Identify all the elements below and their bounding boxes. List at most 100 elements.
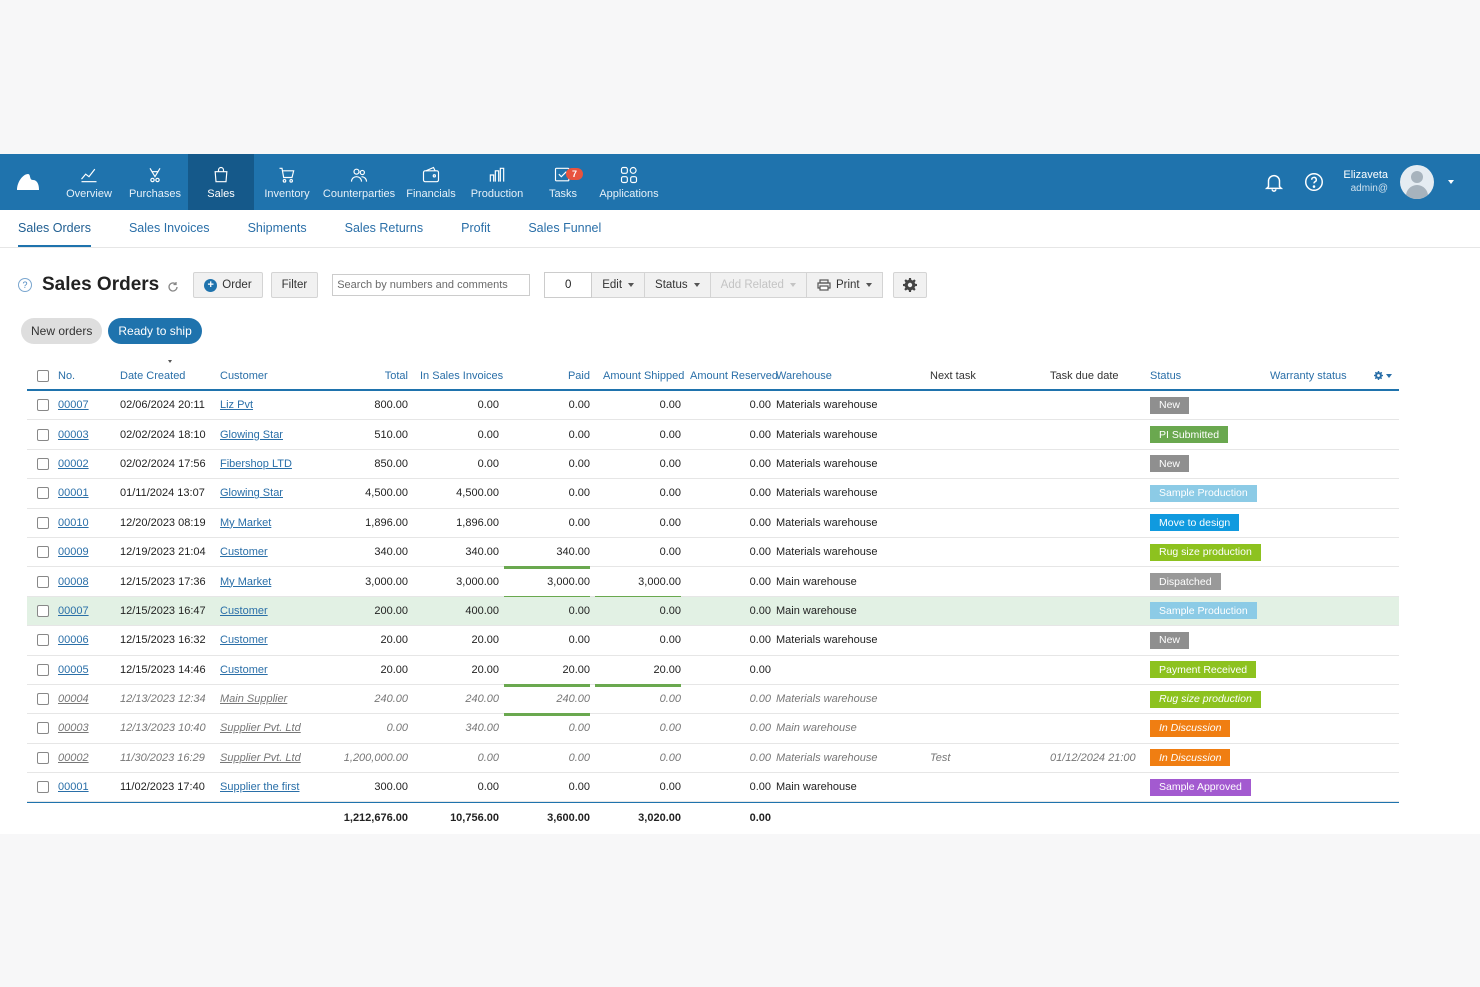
filter-button[interactable]: Filter: [270, 272, 319, 298]
status-dropdown[interactable]: Status: [645, 272, 711, 298]
subnav-sales-invoices[interactable]: Sales Invoices: [128, 221, 210, 235]
header-amount-shipped[interactable]: Amount Shipped: [603, 369, 685, 382]
subnav-sales-returns[interactable]: Sales Returns: [344, 221, 424, 235]
nav-item-overview[interactable]: Overview: [56, 154, 122, 210]
column-settings[interactable]: [1374, 362, 1392, 389]
header-no[interactable]: No.: [58, 369, 76, 382]
table-row[interactable]: 00001 11/02/2023 17:40 Supplier the first 3…: [27, 773, 1399, 803]
order-number-link[interactable]: 00004: [58, 693, 89, 706]
header-task-due-date[interactable]: Task due date: [1050, 369, 1119, 382]
order-number-link[interactable]: 00008: [58, 575, 89, 588]
nav-item-applications[interactable]: Applications: [596, 154, 662, 210]
table-row[interactable]: 00006 12/15/2023 16:32 Customer 20.00 20.00 0…: [27, 626, 1399, 656]
help-icon[interactable]: [1303, 171, 1325, 193]
customer-link[interactable]: Liz Pvt: [220, 399, 254, 412]
nav-item-sales[interactable]: Sales: [188, 154, 254, 210]
row-checkbox[interactable]: [37, 546, 49, 559]
customer-link[interactable]: Glowing Star: [220, 487, 283, 500]
table-row[interactable]: 00009 12/19/2023 21:04 Customer 340.00 340.0…: [27, 538, 1399, 570]
row-checkbox[interactable]: [37, 457, 49, 470]
customer-link[interactable]: Main Supplier: [220, 693, 288, 706]
status-badge[interactable]: Payment Received: [1150, 661, 1257, 679]
order-number-link[interactable]: 00005: [58, 663, 89, 676]
header-status[interactable]: Status: [1150, 369, 1182, 382]
table-row[interactable]: 00001 01/11/2024 13:07 Glowing Star 4,500.0…: [27, 479, 1399, 509]
order-number-link[interactable]: 00010: [58, 516, 89, 529]
order-number-link[interactable]: 00001: [58, 487, 89, 500]
filter-ready-to-ship[interactable]: Ready to ship: [108, 318, 202, 344]
order-number-link[interactable]: 00002: [58, 457, 89, 470]
subnav-sales-funnel[interactable]: Sales Funnel: [528, 221, 602, 235]
customer-link[interactable]: Supplier Pvt. Ltd: [220, 751, 301, 764]
row-checkbox[interactable]: [37, 781, 49, 794]
table-row[interactable]: 00004 12/13/2023 12:34 Main Supplier 240.00…: [27, 685, 1399, 717]
header-date-created[interactable]: Date Created: [120, 360, 185, 389]
customer-link[interactable]: Supplier Pvt. Ltd: [220, 722, 301, 735]
customer-link[interactable]: Customer: [220, 546, 268, 559]
status-badge[interactable]: Rug size production: [1150, 690, 1261, 708]
status-badge[interactable]: Sample Approved: [1150, 778, 1251, 796]
status-badge[interactable]: Rug size production: [1150, 543, 1261, 561]
chevron-down-icon[interactable]: [1448, 180, 1454, 184]
search-input[interactable]: [332, 274, 531, 296]
row-checkbox[interactable]: [37, 663, 49, 676]
row-checkbox[interactable]: [37, 693, 49, 706]
row-checkbox[interactable]: [37, 634, 49, 647]
header-amount-reserved[interactable]: Amount Reserved: [690, 369, 779, 382]
app-logo[interactable]: [0, 154, 56, 210]
order-number-link[interactable]: 00007: [58, 604, 89, 617]
header-customer[interactable]: Customer: [220, 369, 268, 382]
order-number-link[interactable]: 00001: [58, 781, 89, 794]
row-checkbox[interactable]: [37, 399, 49, 412]
table-row[interactable]: 00003 02/02/2024 18:10 Glowing Star 510.00 0…: [27, 420, 1399, 450]
nav-item-inventory[interactable]: Inventory: [254, 154, 320, 210]
table-row[interactable]: 00010 12/20/2023 08:19 My Market 1,896.00 1,…: [27, 509, 1399, 538]
customer-link[interactable]: Glowing Star: [220, 428, 283, 441]
order-number-link[interactable]: 00003: [58, 722, 89, 735]
status-badge[interactable]: PI Submitted: [1150, 426, 1229, 444]
table-row[interactable]: 00002 02/02/2024 17:56 Fibershop LTD 850.00…: [27, 450, 1399, 480]
order-number-link[interactable]: 00002: [58, 751, 89, 764]
status-badge[interactable]: Dispatched: [1150, 573, 1221, 591]
nav-item-counterparties[interactable]: Counterparties: [320, 154, 398, 210]
bell-icon[interactable]: [1263, 171, 1285, 193]
status-badge[interactable]: New: [1150, 396, 1190, 414]
add-order-button[interactable]: + Order: [193, 272, 263, 298]
row-checkbox[interactable]: [37, 604, 49, 617]
header-total[interactable]: Total: [384, 369, 408, 382]
settings-button[interactable]: [892, 272, 927, 298]
select-all-checkbox[interactable]: [37, 369, 49, 382]
user-block[interactable]: Elizaveta admin@: [1343, 169, 1388, 195]
table-row[interactable]: 00002 11/30/2023 16:29 Supplier Pvt. Ltd 1,…: [27, 744, 1399, 774]
subnav-shipments[interactable]: Shipments: [247, 221, 307, 235]
nav-item-financials[interactable]: Financials: [398, 154, 464, 210]
customer-link[interactable]: Fibershop LTD: [220, 457, 292, 470]
status-badge[interactable]: In Discussion: [1150, 749, 1231, 767]
filter-new-orders[interactable]: New orders: [21, 318, 103, 344]
order-number-link[interactable]: 00006: [58, 634, 89, 647]
status-badge[interactable]: Move to design: [1150, 514, 1240, 532]
table-row[interactable]: 00007 12/15/2023 16:47 Customer 200.00 400.0…: [27, 596, 1399, 627]
subnav-profit[interactable]: Profit: [461, 221, 491, 235]
header-paid[interactable]: Paid: [567, 369, 590, 382]
row-checkbox[interactable]: [37, 428, 49, 441]
refresh-icon[interactable]: [167, 281, 179, 293]
header-warehouse[interactable]: Warehouse: [776, 369, 832, 382]
nav-item-purchases[interactable]: Purchases: [122, 154, 188, 210]
edit-dropdown[interactable]: Edit: [592, 272, 646, 298]
table-row[interactable]: 00005 12/15/2023 14:46 Customer 20.00 20.00 2…: [27, 656, 1399, 687]
status-badge[interactable]: In Discussion: [1150, 719, 1231, 737]
subnav-sales-orders[interactable]: Sales Orders: [18, 210, 91, 247]
avatar[interactable]: [1400, 165, 1434, 199]
table-row[interactable]: 00007 02/06/2024 20:11 Liz Pvt 800.00 0.00 0.…: [27, 391, 1399, 421]
status-badge[interactable]: New: [1150, 631, 1190, 649]
customer-link[interactable]: My Market: [220, 575, 272, 588]
status-badge[interactable]: Sample Production: [1150, 484, 1257, 502]
customer-link[interactable]: Supplier the first: [220, 781, 300, 794]
page-help-icon[interactable]: ?: [18, 278, 32, 292]
print-dropdown[interactable]: Print: [806, 272, 883, 298]
table-row[interactable]: 00003 12/13/2023 10:40 Supplier Pvt. Ltd 0.…: [27, 714, 1399, 744]
order-number-link[interactable]: 00003: [58, 428, 89, 441]
status-badge[interactable]: Sample Production: [1150, 602, 1257, 620]
nav-item-production[interactable]: Production: [464, 154, 530, 210]
